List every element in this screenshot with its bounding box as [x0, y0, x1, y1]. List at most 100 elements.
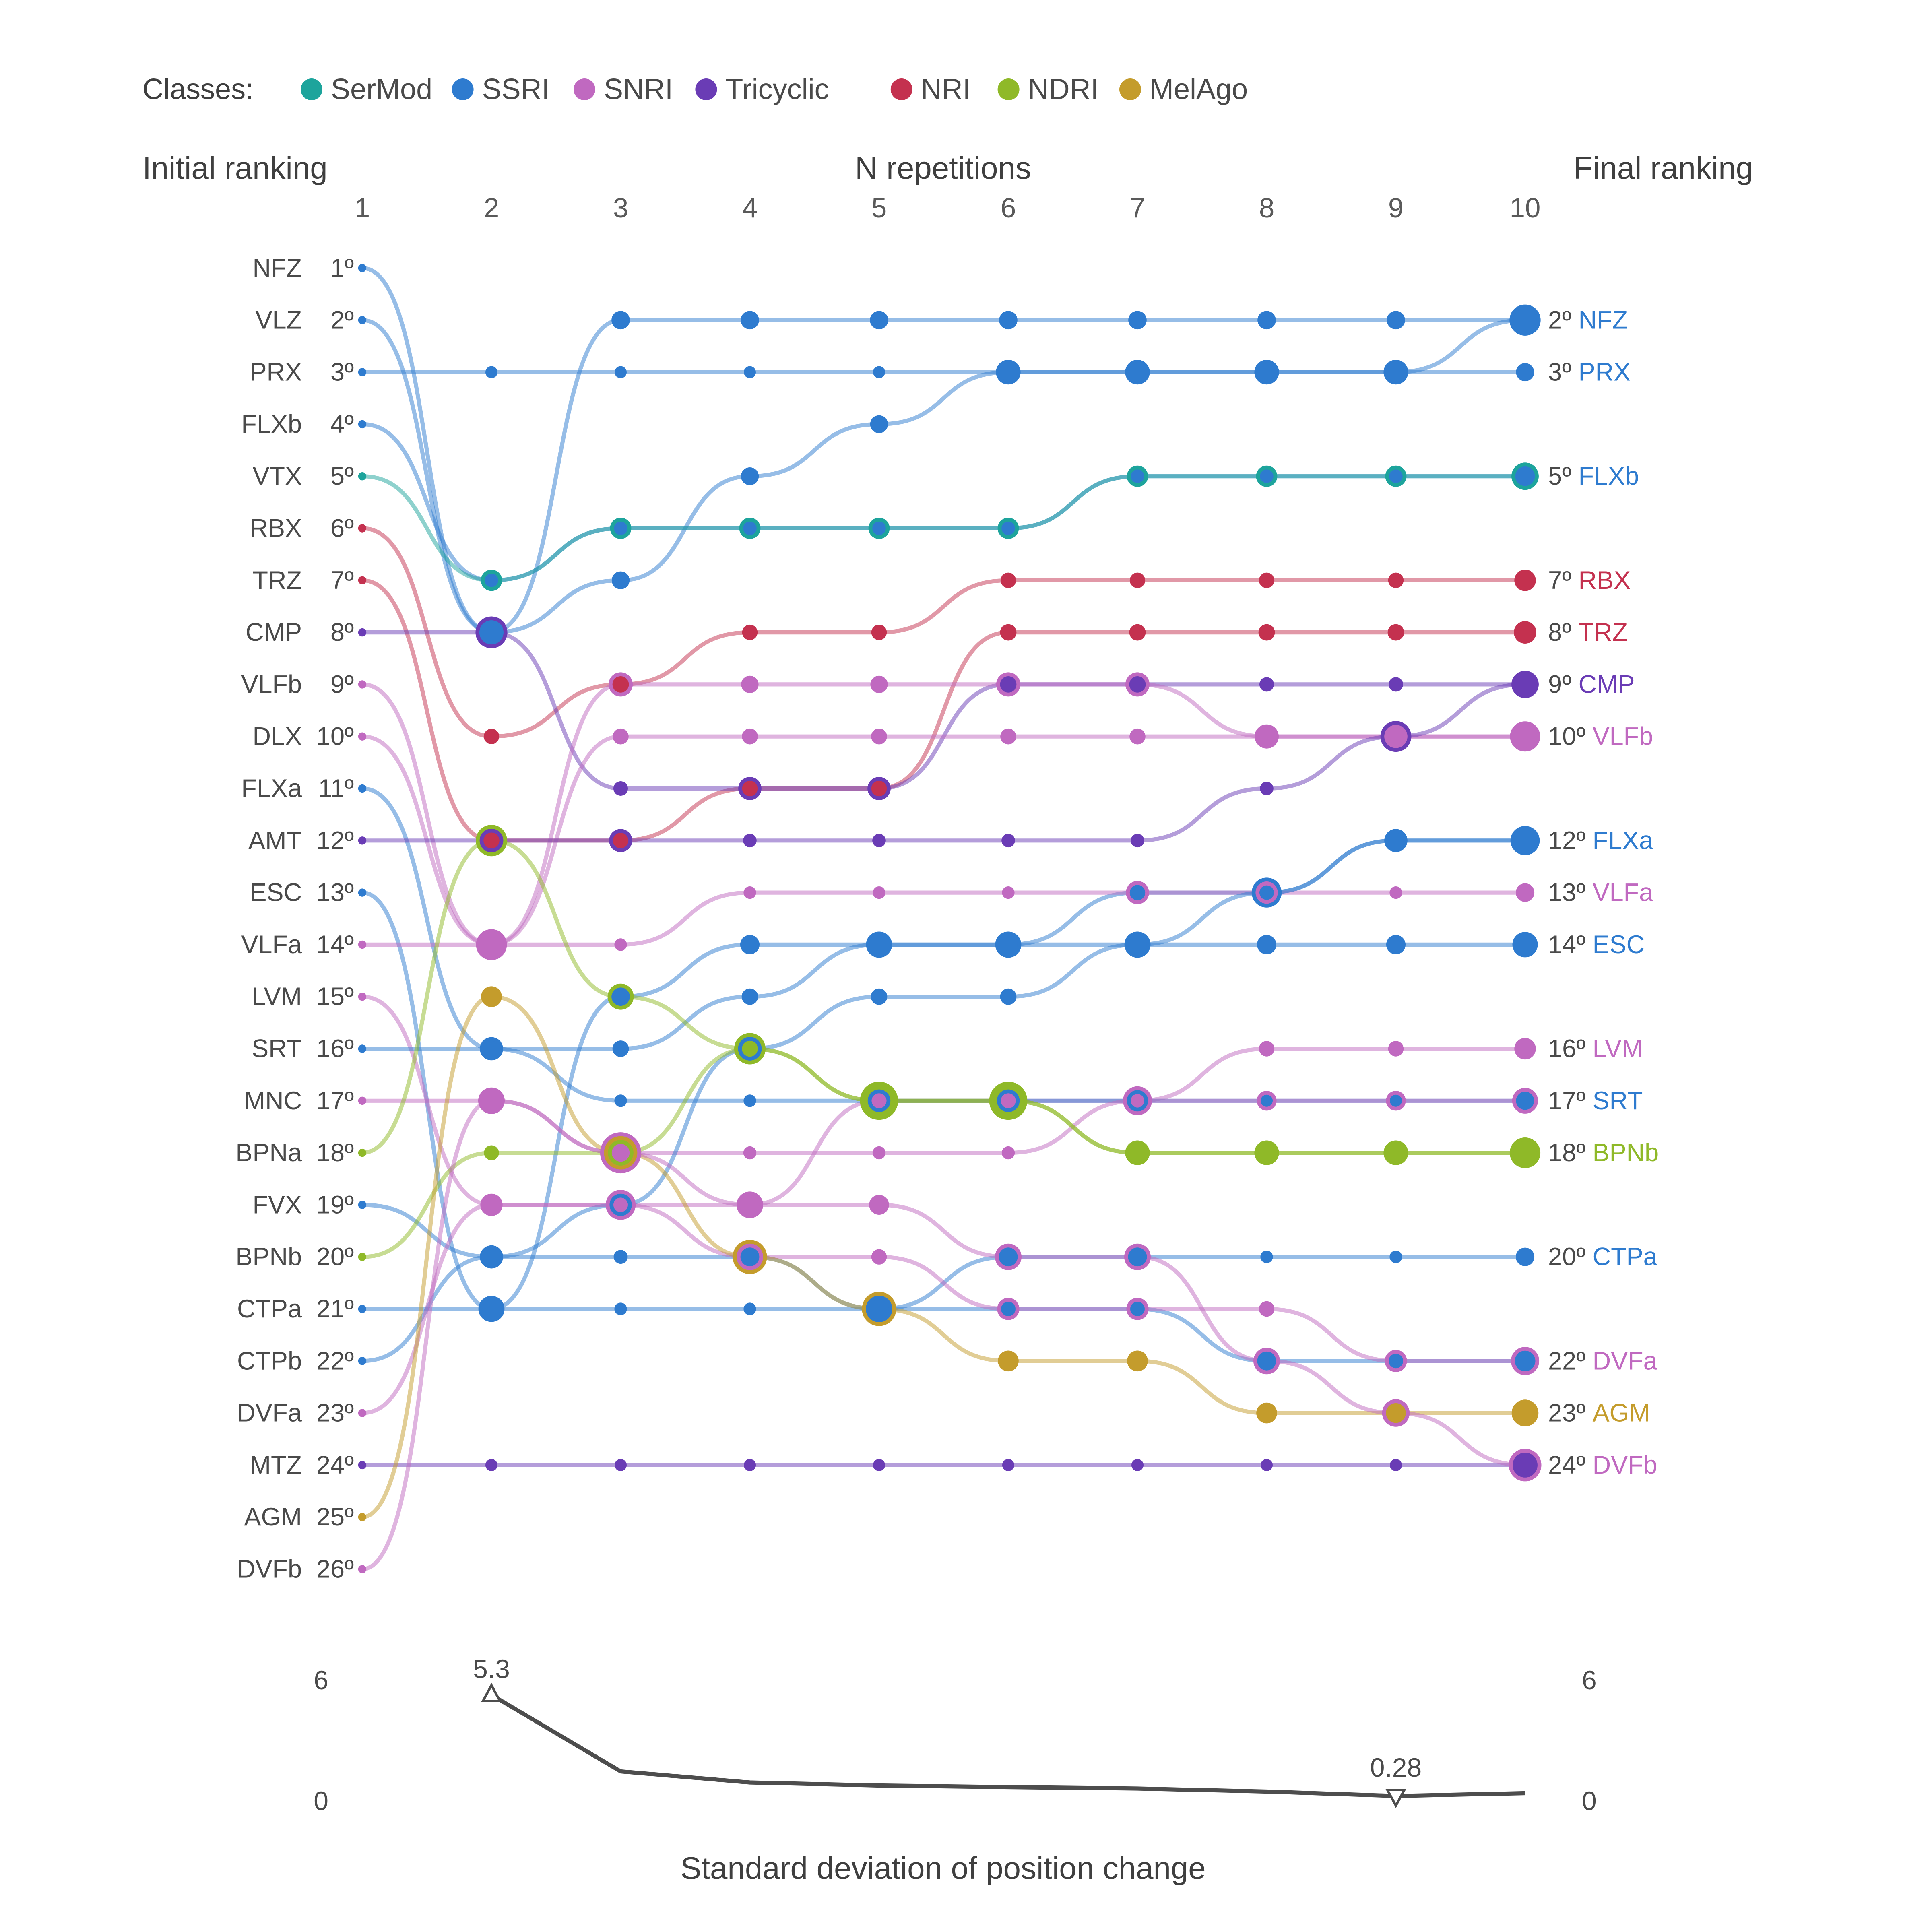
rank-dot-CTPa — [614, 1302, 627, 1315]
initial-drug-label: FVX — [252, 1191, 302, 1219]
final-rank-label: 2º NFZ — [1548, 306, 1628, 334]
series-lines — [360, 266, 1527, 1571]
legend-swatch-melago — [1119, 78, 1141, 100]
rank-dot-LVM — [740, 1195, 760, 1214]
initial-rank-label: 26º — [316, 1555, 354, 1583]
rank-dot-MTZ — [744, 1459, 756, 1471]
legend-label: MelAgo — [1150, 73, 1248, 105]
rank-dot-CTPb — [1130, 1302, 1145, 1316]
sd-polyline — [490, 1693, 1525, 1798]
initial-drug-label: CTPb — [237, 1347, 302, 1375]
rank-dot-MTZ — [485, 1459, 497, 1471]
initial-rank-label: 4º — [330, 410, 354, 438]
rank-dot-AMT — [1260, 782, 1274, 795]
initial-drug-label: AMT — [248, 826, 302, 855]
rank-dot-RBX — [1129, 572, 1146, 588]
initial-rank-label: 13º — [316, 879, 354, 907]
sd-tick-label: 6 — [1582, 1665, 1597, 1695]
x-tick-label: 4 — [742, 192, 758, 223]
final-rank-label: 7º RBX — [1548, 566, 1631, 594]
rank-dot-VLFb — [1514, 725, 1536, 748]
rank-dot-SRT — [743, 1094, 756, 1107]
rank-dot-FVX — [483, 1249, 500, 1265]
rank-dot-ESC — [1128, 935, 1147, 954]
rank-dot-FLXb — [485, 574, 498, 587]
rank-dot-DLX — [742, 728, 758, 745]
rank-dot-AGM — [1511, 1399, 1539, 1426]
rank-dot-DVFb — [358, 1565, 367, 1573]
final-rank-label: 13º VLFa — [1548, 879, 1653, 907]
rank-dot-TRZ — [1258, 624, 1275, 641]
rank-dot-CTPb — [613, 1250, 628, 1264]
rank-dot-CTPa — [999, 1247, 1018, 1267]
rank-dots — [358, 264, 1542, 1573]
rank-dot-NFZ — [741, 311, 759, 330]
rank-dot-BPNa — [1258, 1144, 1275, 1162]
legend-label: NRI — [921, 73, 971, 105]
rank-dot-MTZ — [1390, 1459, 1402, 1471]
rank-dot-CTPa — [1128, 1247, 1147, 1267]
rank-dot-TRZ — [1514, 621, 1536, 644]
rank-dot-CMP — [1515, 675, 1535, 694]
rank-dot-DLX — [871, 728, 887, 745]
rank-dot-BPNb — [484, 1145, 499, 1160]
rank-dot-RBX — [358, 524, 367, 533]
series-line-VTX — [360, 474, 1527, 582]
rank-dot-DLX — [1129, 728, 1146, 745]
series-line-VLFa — [360, 890, 1527, 947]
rank-dot-RBX — [1259, 572, 1275, 588]
rank-dot-VTX — [358, 472, 367, 481]
sd-line — [490, 1693, 1525, 1798]
rank-dot-DVFa — [358, 1409, 367, 1417]
series-line-AMT — [360, 682, 1527, 843]
sd-tick-label: 6 — [314, 1665, 328, 1695]
rank-dot-BPNa — [742, 1040, 758, 1057]
rank-dot-FVX — [358, 1201, 367, 1209]
initial-rank-label: 9º — [330, 670, 354, 698]
initial-drug-label: ESC — [250, 879, 302, 907]
initial-rank-label: 15º — [316, 983, 354, 1011]
initial-drug-label: VTX — [252, 462, 302, 490]
rank-dot-CMP — [1000, 676, 1017, 693]
rank-dot-FLXb — [872, 521, 886, 535]
legend-label: SSRI — [482, 73, 550, 105]
rank-dot-BPNa — [1513, 1141, 1537, 1164]
rank-dot-PRX — [744, 366, 756, 378]
rank-dot-FLXb — [1515, 466, 1535, 486]
final-rank-label: 17º SRT — [1548, 1087, 1643, 1115]
rank-dot-FLXb — [358, 420, 367, 429]
initial-drug-label: FLXa — [241, 774, 302, 803]
rank-dot-MNC — [482, 1091, 501, 1110]
rank-dot-FLXb — [1260, 469, 1274, 483]
rank-dot-VLFb — [741, 675, 759, 693]
legend: Classes: SerMod SSRI SNRI Tricyclic NRI NDRI M… — [142, 73, 1248, 105]
rank-dot-NFZ — [483, 624, 500, 641]
rank-dot-VLFa — [1002, 886, 1015, 899]
x-tick-label: 6 — [1001, 192, 1016, 223]
rank-dot-CTPa — [1260, 1251, 1273, 1263]
initial-rank-label: 25º — [316, 1503, 354, 1531]
legend-swatch-sermod — [301, 78, 322, 100]
rank-dot-DLX — [358, 732, 367, 741]
initial-rank-label: 12º — [316, 826, 354, 855]
initial-rank-label: 7º — [330, 566, 354, 594]
rank-dot-FLXa — [999, 935, 1018, 954]
rank-dot-ESC — [1386, 935, 1406, 954]
rank-dot-CMP — [613, 781, 628, 796]
rank-dot-VLFb — [483, 937, 500, 953]
initial-drug-label: PRX — [250, 358, 302, 386]
rank-dot-SRT — [614, 1094, 627, 1107]
rank-dot-VLFa — [1389, 886, 1402, 899]
rank-dot-NFZ — [999, 311, 1018, 330]
sd-tick-label: 0 — [314, 1786, 328, 1816]
rank-dot-RBX — [1388, 572, 1404, 588]
rank-dot-MNC — [872, 1146, 886, 1160]
legend-title: Classes: — [142, 73, 254, 105]
initial-rank-label: 11º — [318, 774, 354, 803]
rank-dot-MNC — [1001, 1146, 1015, 1160]
rank-dot-CTPb — [1257, 1351, 1276, 1371]
rank-dot-TRZ — [742, 780, 758, 797]
rank-dot-RBX — [612, 676, 629, 693]
initial-ranking-labels: NFZ 1º VLZ 2º PRX 3º FLXb 4º VTX 5º RBX 6º TRZ 7º CMP 8… — [235, 254, 354, 1583]
